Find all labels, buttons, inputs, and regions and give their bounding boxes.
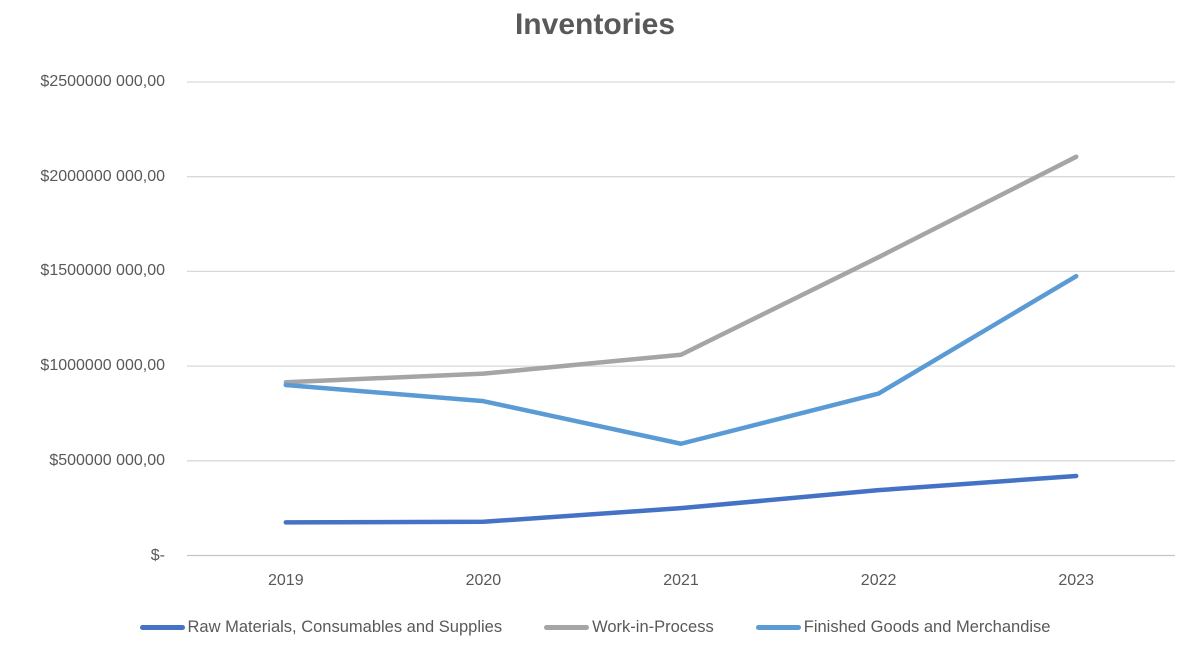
y-tick-label: $1000000 000,00	[40, 357, 165, 375]
x-tick-label-2020: 2020	[465, 572, 502, 589]
legend-entry-work-in-process: Work-in-Process	[544, 618, 714, 637]
legend-label: Raw Materials, Consumables and Supplies	[187, 618, 503, 636]
legend-entry-raw-materials-consumables-and-supplies: Raw Materials, Consumables and Supplies	[139, 618, 503, 637]
y-tick-label: $1500000 000,00	[40, 262, 165, 280]
legend-label: Finished Goods and Merchandise	[803, 618, 1051, 636]
series-line-raw-materials-consumables-and-supplies	[283, 473, 1079, 525]
x-tick-label-2019: 2019	[268, 572, 304, 589]
legend-label: Work-in-Process	[592, 618, 714, 636]
y-tick-label: $2500000 000,00	[40, 73, 165, 90]
y-tick-label: $-	[150, 546, 165, 564]
y-tick-label: $2000000 000,00	[40, 167, 165, 185]
legend-line-swatch-icon	[544, 625, 590, 630]
legend-entry-finished-goods-and-merchandise: Finished Goods and Merchandise	[755, 618, 1051, 637]
x-tick-label-2021: 2021	[663, 572, 699, 589]
legend-line-swatch-icon	[755, 625, 801, 630]
x-tick-label-2023: 2023	[1058, 572, 1094, 589]
series-line-finished-goods-and-merchandise	[283, 273, 1079, 447]
legend-line-swatch-icon	[139, 625, 185, 630]
legend: Raw Materials, Consumables and Supplies W…	[0, 618, 1190, 637]
series-line-work-in-process	[283, 154, 1079, 385]
chart-title: Inventories	[514, 8, 676, 41]
x-tick-label-2022: 2022	[860, 572, 897, 589]
y-tick-label: $500000 000,00	[49, 451, 165, 469]
